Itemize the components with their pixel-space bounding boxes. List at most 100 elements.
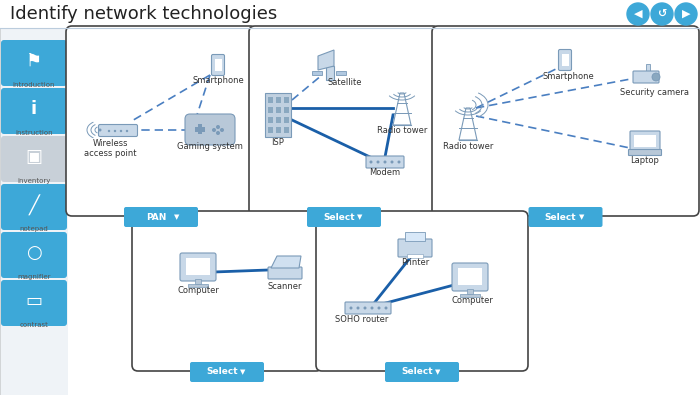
Text: ▼: ▼	[435, 369, 441, 375]
Text: Modem: Modem	[370, 168, 400, 177]
Polygon shape	[318, 50, 334, 70]
FancyBboxPatch shape	[629, 149, 662, 156]
Bar	[312, 71, 322, 75]
FancyBboxPatch shape	[180, 253, 216, 281]
Text: ▼: ▼	[174, 214, 180, 220]
Bar	[276, 97, 281, 103]
Circle shape	[384, 307, 388, 310]
Polygon shape	[271, 256, 301, 268]
Text: ▼: ▼	[579, 214, 584, 220]
Bar	[268, 97, 273, 103]
Text: SOHO router: SOHO router	[335, 315, 389, 324]
FancyBboxPatch shape	[185, 114, 235, 145]
Text: ▭: ▭	[25, 292, 43, 310]
FancyBboxPatch shape	[630, 131, 660, 151]
Circle shape	[370, 160, 372, 164]
Circle shape	[627, 3, 649, 25]
Bar	[186, 258, 210, 275]
Bar	[284, 107, 289, 113]
Circle shape	[126, 130, 128, 132]
Text: Gaming system: Gaming system	[177, 142, 243, 151]
Text: Radio tower: Radio tower	[443, 142, 494, 151]
FancyBboxPatch shape	[249, 26, 439, 216]
Bar	[276, 117, 281, 123]
Circle shape	[216, 125, 220, 129]
Text: instruction: instruction	[15, 130, 52, 136]
Text: ▣: ▣	[25, 148, 43, 166]
Bar	[284, 127, 289, 133]
Circle shape	[99, 128, 101, 132]
FancyBboxPatch shape	[1, 184, 67, 230]
Text: notepad: notepad	[20, 226, 48, 232]
Text: ▼: ▼	[357, 214, 363, 220]
FancyBboxPatch shape	[190, 362, 264, 382]
FancyBboxPatch shape	[1, 232, 67, 278]
Bar	[405, 232, 425, 241]
FancyBboxPatch shape	[132, 211, 322, 371]
Text: ▶: ▶	[682, 9, 690, 19]
Circle shape	[652, 73, 660, 81]
Bar	[407, 254, 423, 258]
Circle shape	[120, 130, 122, 132]
Text: Security camera: Security camera	[620, 88, 690, 97]
Text: Radio tower: Radio tower	[377, 126, 427, 135]
Circle shape	[651, 3, 673, 25]
Bar	[268, 107, 273, 113]
Text: Computer: Computer	[177, 286, 219, 295]
Bar	[336, 71, 346, 75]
Circle shape	[398, 160, 400, 164]
Bar	[268, 127, 273, 133]
Circle shape	[356, 307, 360, 310]
FancyBboxPatch shape	[432, 26, 699, 216]
Text: Satellite: Satellite	[328, 78, 363, 87]
Text: Printer: Printer	[401, 258, 429, 267]
Text: i: i	[31, 100, 37, 118]
Bar	[214, 59, 221, 71]
Bar	[0, 28, 68, 395]
Bar	[646, 64, 650, 76]
Bar	[284, 97, 289, 103]
Bar	[195, 279, 201, 284]
Text: inventory: inventory	[18, 178, 50, 184]
FancyBboxPatch shape	[1, 136, 67, 182]
Text: PAN: PAN	[146, 213, 166, 222]
FancyBboxPatch shape	[1, 280, 67, 326]
Bar	[467, 289, 473, 294]
Text: Select: Select	[401, 367, 433, 376]
Bar	[198, 124, 202, 134]
Bar	[265, 93, 291, 137]
FancyBboxPatch shape	[316, 211, 528, 371]
FancyBboxPatch shape	[366, 156, 404, 168]
Text: ◀: ◀	[634, 9, 643, 19]
Text: Smartphone: Smartphone	[542, 72, 594, 81]
Bar	[276, 127, 281, 133]
Bar	[634, 135, 656, 147]
Text: Wireless
access point: Wireless access point	[84, 139, 136, 158]
Text: Scanner: Scanner	[267, 282, 302, 291]
FancyBboxPatch shape	[268, 267, 302, 279]
Circle shape	[349, 307, 353, 310]
Circle shape	[675, 3, 697, 25]
Text: contrast: contrast	[20, 322, 48, 328]
Bar	[460, 294, 480, 297]
FancyBboxPatch shape	[398, 239, 432, 257]
Text: ISP: ISP	[272, 138, 284, 147]
Bar	[268, 117, 273, 123]
FancyBboxPatch shape	[452, 263, 488, 291]
Bar	[195, 127, 205, 132]
Text: ⚑: ⚑	[26, 52, 42, 70]
Circle shape	[391, 160, 393, 164]
Circle shape	[370, 307, 374, 310]
Circle shape	[216, 131, 220, 135]
Text: ○: ○	[26, 244, 42, 262]
Bar	[0, 0, 700, 28]
FancyBboxPatch shape	[211, 55, 225, 75]
Circle shape	[108, 130, 110, 132]
Text: Computer: Computer	[451, 296, 493, 305]
FancyBboxPatch shape	[633, 71, 659, 83]
Circle shape	[212, 128, 216, 132]
Text: magnifier: magnifier	[18, 274, 50, 280]
Text: ↺: ↺	[657, 9, 666, 19]
Bar	[561, 54, 568, 66]
Bar	[284, 117, 289, 123]
